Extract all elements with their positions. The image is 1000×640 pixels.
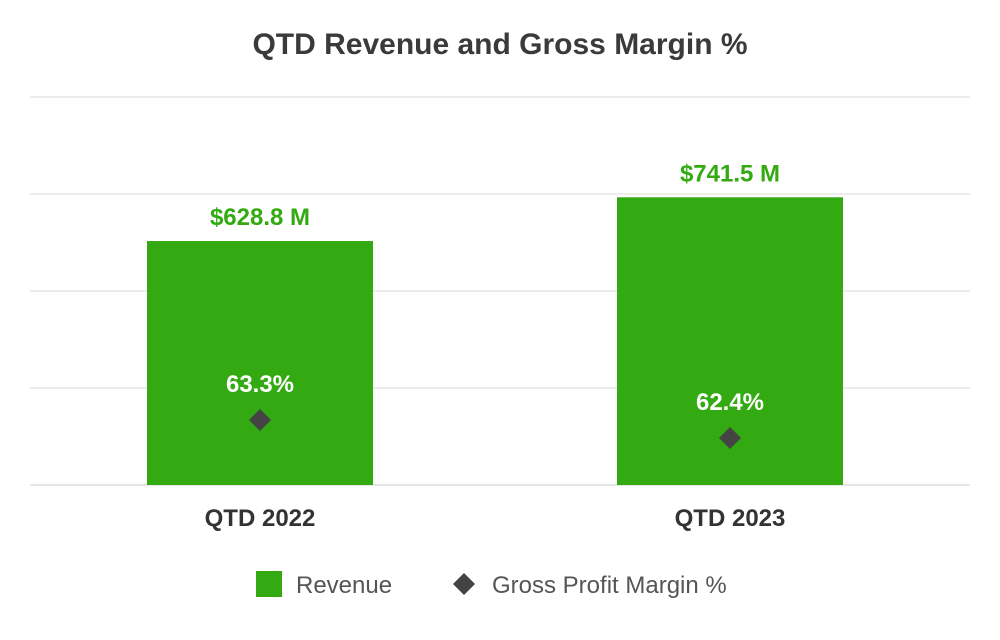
label-layer: $628.8 M 63.3% QTD 2022 $741.5 M 62.4% QTD 20… xyxy=(205,160,786,532)
legend-swatch-revenue xyxy=(256,571,282,597)
bar-value-label: $628.8 M xyxy=(210,204,310,231)
x-tick-label: QTD 2022 xyxy=(205,505,316,532)
margin-value-label: 63.3% xyxy=(226,371,294,398)
margin-marker xyxy=(719,427,741,449)
legend-label-revenue: Revenue xyxy=(296,572,392,599)
legend-label-gross-margin: Gross Profit Margin % xyxy=(492,572,727,599)
x-tick-label: QTD 2023 xyxy=(675,505,786,532)
margin-marker xyxy=(249,409,271,431)
legend-marker-gross-margin xyxy=(453,573,475,595)
bar-layer xyxy=(147,197,843,485)
legend: Revenue Gross Profit Margin % xyxy=(256,571,727,599)
chart-title: QTD Revenue and Gross Margin % xyxy=(252,28,747,61)
margin-value-label: 62.4% xyxy=(696,389,764,416)
bar-revenue xyxy=(147,241,373,485)
bar-value-label: $741.5 M xyxy=(680,160,780,187)
